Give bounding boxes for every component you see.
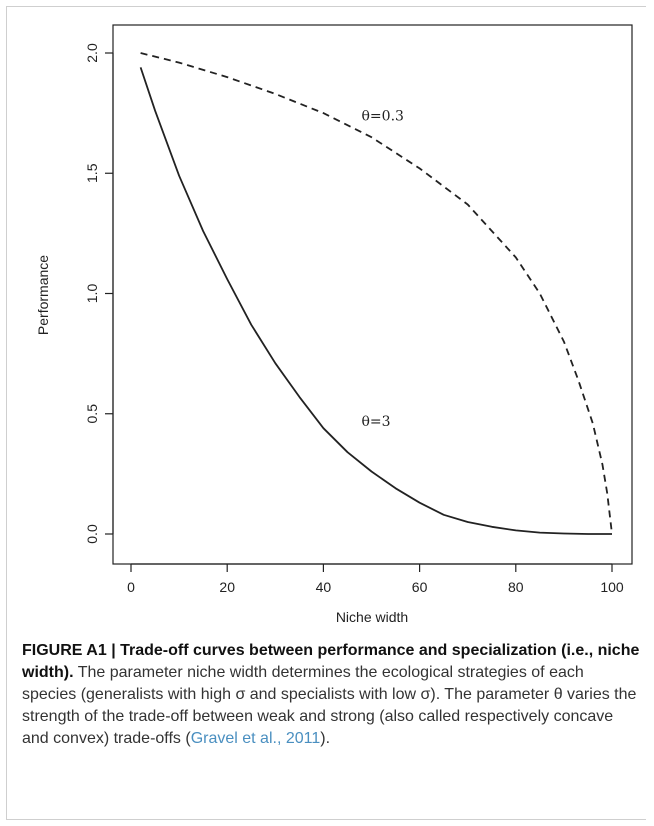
caption-figure-label: FIGURE A1 | Trade-off curves between per… bbox=[22, 642, 640, 681]
x-tick-label: 20 bbox=[219, 579, 235, 595]
x-tick-label: 100 bbox=[600, 579, 624, 595]
x-tick-label: 80 bbox=[508, 579, 524, 595]
x-axis-label: Niche width bbox=[336, 609, 408, 625]
figure-caption: FIGURE A1 | Trade-off curves between per… bbox=[22, 640, 640, 750]
caption-reference-link[interactable]: Gravel et al., 2011 bbox=[190, 730, 321, 747]
y-tick-label: 0.5 bbox=[84, 404, 100, 424]
y-axis-label: Performance bbox=[35, 255, 51, 335]
x-tick-label: 0 bbox=[127, 579, 135, 595]
figure-frame bbox=[6, 6, 646, 820]
x-axis: 0 20 40 60 80 100 bbox=[127, 563, 624, 595]
y-axis: 0.0 0.5 1.0 1.5 2.0 bbox=[84, 43, 114, 544]
series-annotation-0: θ=0.3 bbox=[362, 108, 404, 124]
line-chart: 0 20 40 60 80 100 0.0 0.5 1.0 1.5 2.0 θ=0.3 θ=3 Ni… bbox=[35, 24, 633, 625]
y-tick-label: 0.0 bbox=[84, 524, 100, 544]
y-tick-label: 1.0 bbox=[84, 284, 100, 304]
caption-text: The parameter niche width determines the… bbox=[22, 664, 637, 747]
x-tick-label: 60 bbox=[412, 579, 428, 595]
series-line-0 bbox=[140, 52, 613, 535]
y-tick-label: 1.5 bbox=[84, 163, 100, 183]
series-layer: θ=0.3 θ=3 bbox=[139, 52, 613, 535]
y-tick-label: 2.0 bbox=[84, 43, 100, 63]
plot-area-box bbox=[112, 24, 633, 565]
caption-closing: ). bbox=[320, 730, 331, 747]
series-line-1 bbox=[139, 67, 612, 535]
x-tick-label: 40 bbox=[316, 579, 332, 595]
series-annotation-1: θ=3 bbox=[362, 414, 391, 430]
